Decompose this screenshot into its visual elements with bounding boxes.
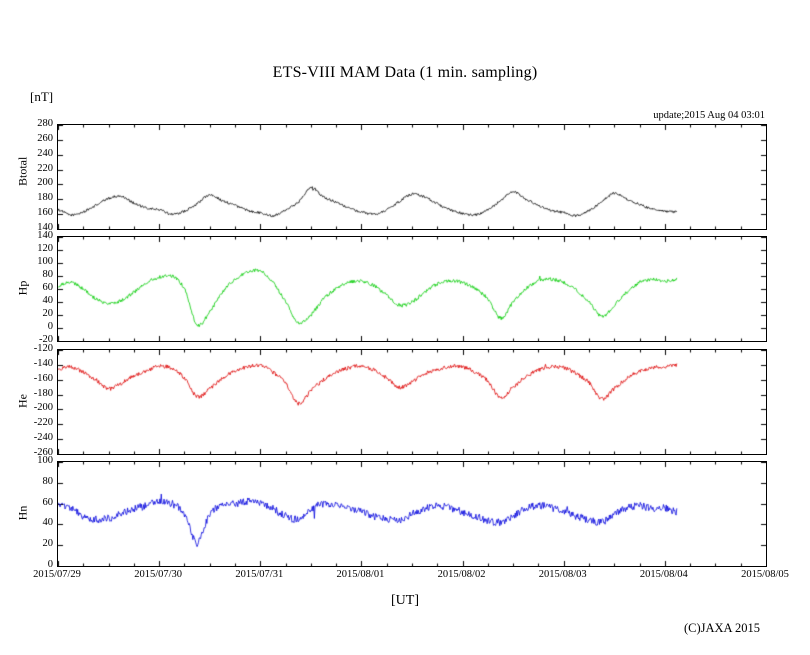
x-tick-label: 2015/08/01	[336, 569, 385, 580]
y-tick-label: -180	[33, 387, 53, 399]
y-tick-label: -220	[33, 417, 53, 429]
y-tick-label: 20	[42, 538, 54, 550]
Hp-trace-canvas	[57, 236, 767, 342]
y-tick-label: 40	[42, 517, 54, 529]
x-tick-label: 2015/07/29	[33, 569, 81, 580]
update-timestamp: update;2015 Aug 04 03:01	[653, 110, 765, 121]
y-tick-label: -140	[33, 357, 53, 369]
y-tick-label: 60	[42, 282, 54, 293]
y-tick-label: 100	[37, 455, 53, 466]
y-tick-label: 80	[42, 269, 54, 280]
y-tick-label: 60	[42, 496, 54, 508]
x-tick-label: 2015/07/30	[134, 569, 183, 580]
He-trace-canvas	[57, 349, 767, 455]
y-tick-label: 180	[37, 192, 53, 204]
y-tick-label: 0	[47, 321, 53, 332]
y-tick-label: 80	[42, 475, 54, 487]
x-tick-label: 2015/08/04	[639, 569, 688, 580]
y-tick-label: 260	[37, 132, 53, 144]
y-tick-label: 0	[47, 559, 53, 570]
y-tick-label: 220	[37, 162, 53, 174]
panel-Hp: Hp -20 0 20 40 60 80 100 120 140	[16, 230, 767, 345]
panel-Btotal: Btotal 140 160 180 200 220 240 260 280	[16, 118, 767, 233]
y-tick-label: 200	[37, 177, 53, 189]
x-axis-tick-labels: 2015/07/29 2015/07/30 2015/07/31 2015/08/01…	[0, 569, 810, 583]
y-tick-label: 140	[37, 222, 53, 233]
y-tick-label: 120	[37, 243, 53, 254]
y-tick-label: 100	[37, 256, 53, 267]
y-tick-label: -260	[33, 447, 53, 458]
y-tick-label: 40	[42, 295, 54, 306]
y-axis-unit-label: [nT]	[30, 89, 54, 104]
y-tick-label: -240	[33, 432, 53, 444]
y-tick-label: -200	[33, 402, 53, 414]
Btotal-trace-canvas	[57, 124, 767, 230]
panel-Hn: Hn 0 20 40 60 80 100	[16, 455, 767, 570]
y-tick-label: -160	[33, 372, 53, 384]
y-tick-label: 240	[37, 147, 53, 159]
x-tick-label: 2015/08/02	[437, 569, 486, 580]
x-tick-label: 2015/07/31	[235, 569, 284, 580]
panel-He: He -260 -240 -220 -200 -180 -160 -140 -120	[16, 343, 767, 458]
x-tick-label: 2015/08/03	[538, 569, 587, 580]
x-tick-label: 2015/08/05	[741, 569, 789, 580]
y-tick-label: 140	[37, 230, 53, 241]
y-tick-label: -120	[33, 343, 53, 354]
Hn-trace-canvas	[57, 461, 767, 567]
copyright: (C)JAXA 2015	[683, 621, 760, 635]
y-tick-label: 160	[37, 207, 53, 219]
y-tick-label: 280	[37, 118, 53, 129]
x-axis-unit-label: [UT]	[391, 593, 419, 608]
chart-title: ETS-VIII MAM Data (1 min. sampling)	[272, 64, 538, 81]
y-tick-label: -20	[39, 334, 53, 345]
y-tick-label: 20	[42, 308, 54, 319]
